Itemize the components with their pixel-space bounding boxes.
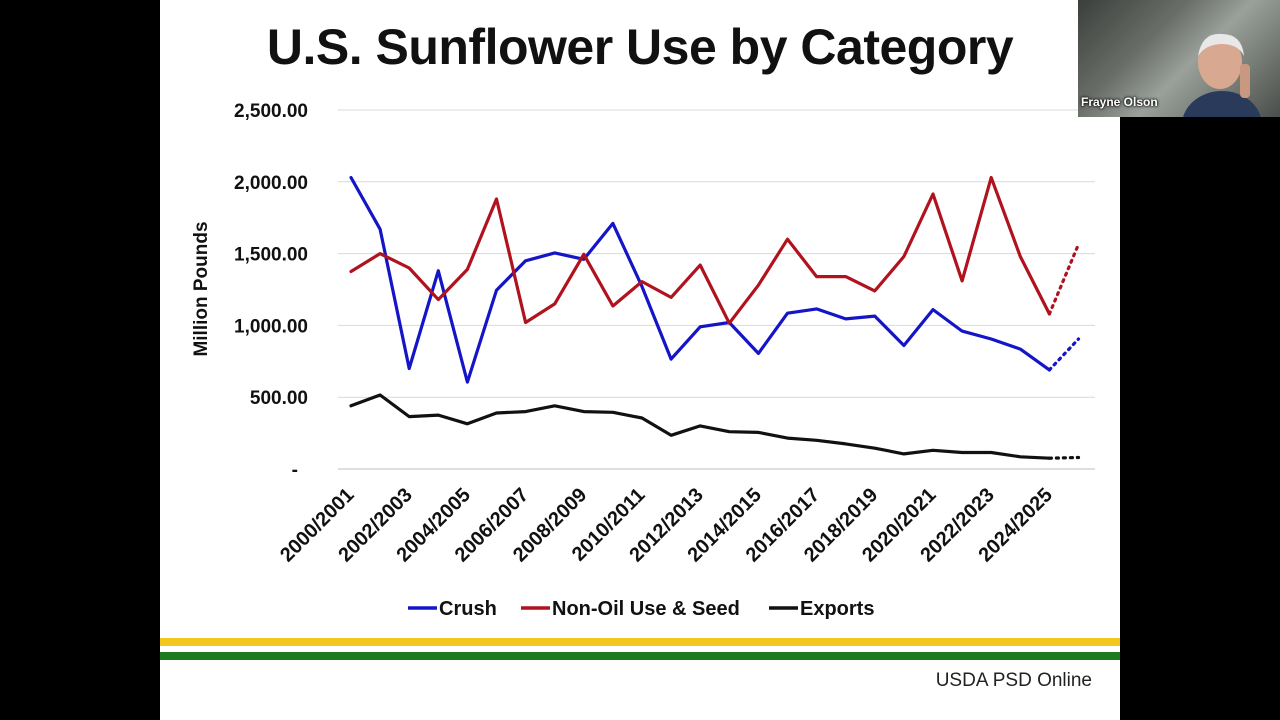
y-tick-label-2: 1,000.00	[234, 316, 308, 337]
legend-label-1: Non-Oil Use & Seed	[552, 598, 740, 620]
webcam-video-tile: Frayne Olson	[1078, 0, 1280, 117]
y-tick-label-5: 2,500.00	[234, 101, 308, 122]
slide: U.S. Sunflower Use by Category - 500.00 1,…	[160, 0, 1120, 720]
y-axis-label: Million Pounds	[191, 221, 212, 356]
series-line-1	[349, 175, 1052, 325]
legend-label-0: Crush	[439, 598, 497, 620]
footer-stripe-green	[160, 652, 1120, 660]
line-chart: -500.001,000.001,500.002,000.002,500.00 …	[191, 101, 1095, 620]
x-axis-ticks: 2000/20012002/20032004/20052006/20072008…	[276, 484, 1057, 566]
source-note: USDA PSD Online	[935, 670, 1092, 691]
y-tick-label-1: 500.00	[250, 388, 308, 409]
series-projection-2	[1047, 455, 1081, 460]
y-axis-ticks: - 500.00 1,000.00 1,500.00 2,000.00 2,500.00	[234, 101, 308, 481]
y-tick-label-3: 1,500.00	[234, 245, 308, 266]
series-1	[349, 175, 1081, 325]
slide-title: U.S. Sunflower Use by Category	[266, 19, 1014, 75]
y-tick-label-4: 2,000.00	[234, 173, 308, 194]
participant-name: Frayne Olson	[1081, 95, 1158, 109]
series-line-2	[349, 393, 1052, 460]
series-line-0	[349, 175, 1052, 384]
footer-stripe-yellow	[160, 638, 1120, 646]
presenter-silhouette	[1183, 33, 1261, 117]
chart-series	[349, 175, 1081, 460]
chart-gridlines	[338, 109, 1095, 470]
series-0	[349, 175, 1081, 384]
chart-legend: Crush Non-Oil Use & Seed Exports	[408, 598, 874, 620]
y-tick-label-0: -	[292, 460, 298, 481]
legend-label-2: Exports	[800, 598, 874, 620]
footer-stripe-gap	[160, 646, 1120, 652]
series-projection-1	[1047, 242, 1081, 316]
series-projection-0	[1047, 337, 1081, 372]
series-2	[349, 393, 1081, 460]
